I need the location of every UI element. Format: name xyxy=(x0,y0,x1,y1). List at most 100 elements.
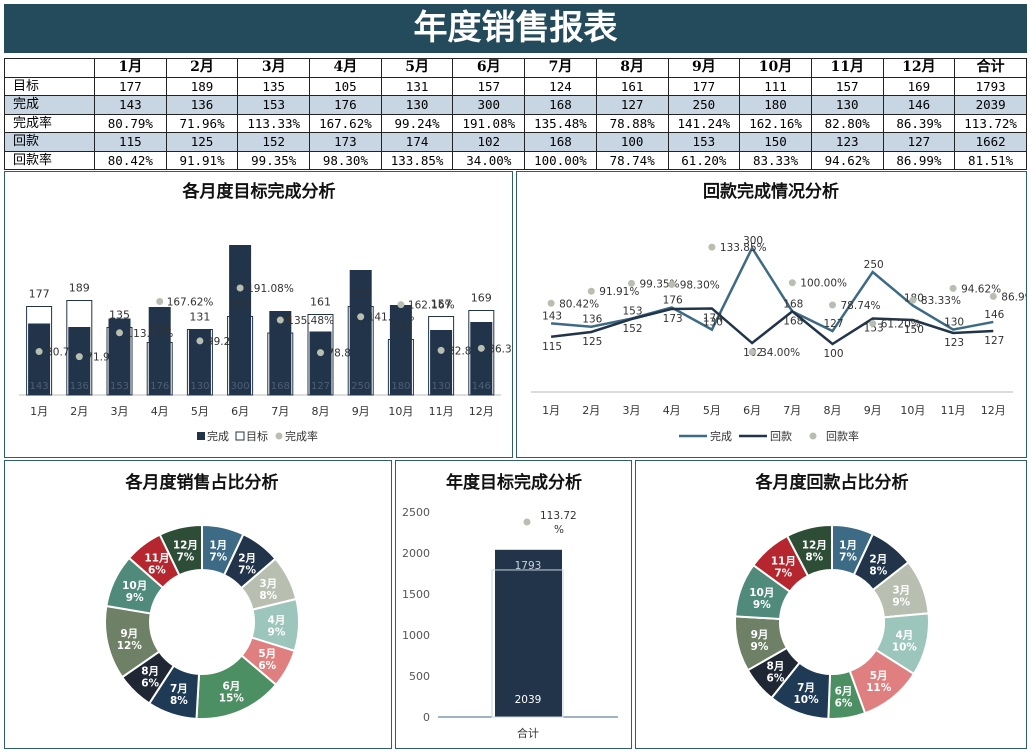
slice-month-label: 8月 xyxy=(141,665,159,677)
collection-share-panel: 各月度回款占比分析 1月 7% 2月 8% 3月 9% 4月 10% 5月 11% 6月 6% 7月 10%… xyxy=(635,460,1027,749)
complete-value-label: 143 xyxy=(30,381,49,392)
slice-percent-label: 9% xyxy=(753,599,771,611)
complete-value-label: 250 xyxy=(351,381,370,392)
table-cell: 105 xyxy=(309,76,382,96)
x-tick-label: 9月 xyxy=(864,404,882,417)
table-cell: 80.42% xyxy=(94,150,167,170)
table-cell: 157 xyxy=(452,76,526,96)
rate-value-label: 100.00% xyxy=(800,278,847,290)
collection-value-label: 115 xyxy=(542,341,562,353)
table-header-cell: 4月 xyxy=(309,58,382,78)
table-cell: 174 xyxy=(380,132,454,152)
table-cell: 124 xyxy=(524,76,597,96)
bar-target xyxy=(227,316,254,396)
table-cell: 189 xyxy=(165,76,239,96)
table-header-row: 1月 2月 3月 4月 5月 6月 7月 8月 9月 10月 11月 12月 合… xyxy=(4,58,1027,78)
bar-complete xyxy=(148,307,171,395)
rate-value-label: 86.99% xyxy=(1001,291,1026,303)
collection-panel: 回款完成情况分析 143 115 80.42% 1月 136 125 91.91% 2月 153 1… xyxy=(516,171,1031,458)
rate-marker xyxy=(829,301,836,309)
table-cell: 169 xyxy=(882,76,956,96)
slice-month-label: 5月 xyxy=(258,648,276,660)
x-tick-label: 3月 xyxy=(623,404,641,417)
rate-marker xyxy=(788,279,796,287)
table-cell: 1662 xyxy=(954,132,1027,152)
collection-value-label: 173 xyxy=(663,313,683,325)
rate-value-label: 80.42% xyxy=(559,298,599,310)
bar-target xyxy=(106,327,133,396)
slice-month-label: 3月 xyxy=(892,585,910,597)
bar-complete xyxy=(28,323,51,395)
x-tick-label: 4月 xyxy=(663,404,681,417)
collection-value-label: 174 xyxy=(703,312,723,324)
slice-month-label: 7月 xyxy=(170,683,188,695)
table-header-cell: 2月 xyxy=(165,58,239,78)
slice-percent-label: 7% xyxy=(209,551,227,563)
rate-marker xyxy=(156,298,164,306)
bar-target xyxy=(146,342,173,396)
bar-complete xyxy=(495,549,562,717)
table-cell: 81.51% xyxy=(954,150,1027,170)
legend-label: 回款 xyxy=(770,429,792,443)
slice-month-label: 7月 xyxy=(797,682,815,694)
rate-value-label: 78.74% xyxy=(841,300,881,312)
rate-marker xyxy=(477,344,485,352)
slice-percent-label: 9% xyxy=(126,592,144,604)
rate-marker xyxy=(116,329,123,337)
table-row: 完成 143 136 153 176 130 300 168 127 250 180 130 146 20… xyxy=(4,95,1027,115)
rate-marker xyxy=(587,287,595,295)
rate-value-label: 167.62% xyxy=(167,297,214,309)
slice-percent-label: 9% xyxy=(268,626,286,638)
slice-month-label: 8月 xyxy=(767,660,785,672)
table-cell: 127 xyxy=(882,132,956,152)
collection-value-label: 150 xyxy=(904,324,924,336)
rate-marker xyxy=(276,316,284,324)
target-value-label: 105 xyxy=(149,324,170,337)
collection-value-label: 125 xyxy=(582,336,602,348)
complete-value-label: 300 xyxy=(743,235,763,247)
table-header-cell: 1月 xyxy=(94,58,167,78)
table-cell: 113.72% xyxy=(954,113,1027,133)
bar-target xyxy=(66,300,93,396)
slice-month-label: 11月 xyxy=(771,556,796,568)
slice-month-label: 12月 xyxy=(802,540,827,552)
slice-month-label: 3月 xyxy=(259,578,277,590)
bar-target xyxy=(491,569,564,718)
table-cell: 133.85% xyxy=(380,150,454,170)
complete-value-label: 136 xyxy=(582,314,602,326)
rate-marker xyxy=(397,301,405,309)
bar-complete xyxy=(309,331,332,395)
complete-value-label: 130 xyxy=(703,317,723,329)
table-cell: 98.30% xyxy=(309,150,382,170)
table-header-cell: 8月 xyxy=(595,58,669,78)
bar-target xyxy=(468,310,495,396)
rate-value-label: 94.62% xyxy=(961,283,1001,295)
collection-value-label: 127 xyxy=(984,335,1004,347)
x-tick-label: 12月 xyxy=(469,405,494,418)
chart-title: 各月度回款占比分析 xyxy=(755,472,909,493)
y-tick-label: 500 xyxy=(409,670,430,683)
bar-complete xyxy=(470,322,493,395)
bar-target xyxy=(26,306,53,396)
slice-percent-label: 8% xyxy=(805,552,823,564)
bar-target xyxy=(186,329,213,396)
rate-marker xyxy=(869,319,877,327)
table-cell: 100 xyxy=(595,132,669,152)
slice-percent-label: 6% xyxy=(148,565,166,577)
x-tick-label: 1月 xyxy=(542,404,560,417)
x-tick-label: 7月 xyxy=(783,404,801,417)
x-tick-label: 5月 xyxy=(191,405,209,418)
collection-value-label: 153 xyxy=(864,323,884,335)
x-tick-label: 8月 xyxy=(312,405,330,418)
table-cell: 91.91% xyxy=(165,150,239,170)
target-value-label: 161 xyxy=(310,296,331,309)
slice-month-label: 1月 xyxy=(839,539,857,551)
rate-value-label: 86.39% xyxy=(488,343,512,355)
complete-value-label: 300 xyxy=(231,381,250,392)
rate-value-label: 191.08% xyxy=(247,283,294,295)
table-cell: 94.62% xyxy=(810,150,884,170)
table-row-label: 完成率 xyxy=(4,113,95,133)
slice-percent-label: 10% xyxy=(794,694,820,706)
slice-month-label: 10月 xyxy=(749,587,774,599)
target-value-label: 1793 xyxy=(515,560,542,572)
